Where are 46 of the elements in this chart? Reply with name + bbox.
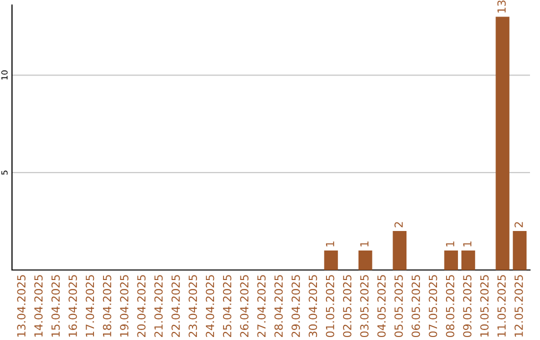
x-tick-label: 07.05.2025 — [428, 275, 438, 338]
x-tick-label: 13.04.2025 — [17, 275, 26, 337]
data-label: 2 — [394, 222, 403, 228]
x-tick-label: 23.04.2025 — [188, 275, 198, 337]
bar — [324, 250, 338, 270]
x-tick-label: 28.04.2025 — [274, 275, 283, 337]
bar — [461, 250, 476, 270]
data-label: 2 — [514, 222, 523, 228]
data-label: 1 — [326, 242, 334, 246]
x-tick-label: 21.04.2025 — [154, 275, 163, 337]
x-tick-label: 09.05.2025 — [463, 275, 472, 338]
bar — [444, 250, 458, 270]
x-tick-label: 20.04.2025 — [137, 275, 146, 337]
data-label: 1 — [463, 242, 472, 246]
bar — [392, 231, 407, 270]
data-label: 1 — [446, 242, 454, 246]
x-tick-label: 08.05.2025 — [446, 275, 454, 338]
x-tick-label: 25.04.2025 — [222, 275, 232, 337]
x-tick-label: 06.05.2025 — [412, 275, 420, 338]
x-tick-label: 17.04.2025 — [86, 275, 94, 337]
bar — [496, 16, 510, 270]
data-label: 13 — [497, 0, 506, 13]
x-tick-label: 03.05.2025 — [360, 275, 369, 338]
x-tick-label: 02.05.2025 — [343, 275, 352, 338]
bar — [358, 250, 372, 270]
x-tick-label: 04.05.2025 — [377, 275, 386, 338]
x-tick-label: 18.04.2025 — [102, 275, 112, 337]
x-tick-label: 27.04.2025 — [257, 275, 266, 337]
x-tick-label: 14.04.2025 — [34, 275, 43, 337]
x-tick-label: 26.04.2025 — [240, 275, 248, 337]
x-tick-label: 01.05.2025 — [326, 275, 334, 338]
x-tick-label: 05.05.2025 — [394, 275, 403, 338]
x-tick-label: 11.05.2025 — [497, 275, 506, 337]
x-tick-label: 16.04.2025 — [68, 275, 77, 337]
x-tick-label: 29.04.2025 — [292, 275, 300, 337]
x-tick-label: 22.04.2025 — [171, 275, 180, 337]
x-tick-label: 19.04.2025 — [120, 275, 128, 337]
x-tick-label: 10.05.2025 — [480, 275, 489, 337]
x-tick-label: 15.04.2025 — [51, 275, 60, 337]
y-tick-label: 5 — [1, 170, 8, 175]
data-label: 1 — [360, 242, 368, 246]
x-tick-label: 30.04.2025 — [308, 275, 318, 337]
x-tick-label: 24.04.2025 — [206, 275, 214, 337]
x-tick-label: 12.05.2025 — [514, 275, 523, 337]
bar — [512, 231, 527, 270]
y-tick-label: 10 — [1, 70, 8, 80]
